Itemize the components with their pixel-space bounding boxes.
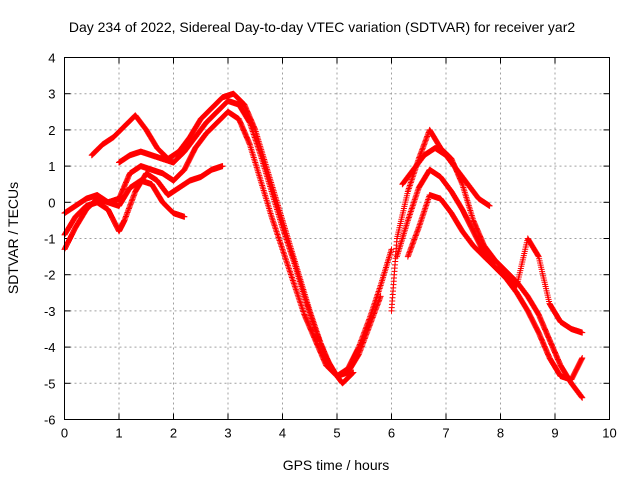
series-H	[399, 145, 493, 209]
y-tick-label: 3	[48, 87, 55, 102]
data-point	[486, 202, 493, 209]
series-G	[393, 166, 586, 383]
x-tick-label: 8	[497, 426, 504, 441]
x-axis-label: GPS time / hours	[283, 457, 390, 473]
y-tick-label: 1	[48, 159, 55, 174]
chart-title: Day 234 of 2022, Sidereal Day-to-day VTE…	[69, 19, 575, 35]
y-tick-label: 0	[48, 195, 55, 210]
y-tick-label: 4	[48, 51, 55, 66]
x-tick-label: 6	[388, 426, 395, 441]
data-point	[579, 394, 586, 401]
y-axis-label: SDTVAR / TECUs	[5, 182, 21, 294]
x-tick-label: 5	[333, 426, 340, 441]
series-B	[61, 163, 226, 238]
y-tick-label: -2	[44, 268, 56, 283]
data-point	[579, 354, 586, 361]
data-point	[579, 329, 586, 336]
data-point	[350, 369, 357, 376]
y-tick-label: 2	[48, 123, 55, 138]
series-F	[388, 126, 586, 401]
y-tick-label: -3	[44, 304, 56, 319]
y-tick-label: -1	[44, 232, 56, 247]
x-tick-label: 3	[224, 426, 231, 441]
y-tick-label: -5	[44, 376, 56, 391]
data-marks	[61, 90, 586, 401]
plot-frame	[64, 57, 610, 420]
y-tick-label: -6	[44, 413, 56, 428]
x-tick-label: 1	[115, 426, 122, 441]
series-I	[404, 192, 586, 336]
x-tick-label: 9	[551, 426, 558, 441]
x-tick-label: 10	[602, 426, 616, 441]
series-E	[88, 90, 357, 387]
x-tick-label: 2	[170, 426, 177, 441]
tick-labels: 0 1 2 3 4 5 6 7 8 9 10 -6 -5 -4 -3 -2 -1 0 1 2 3 4	[44, 51, 617, 441]
y-tick-label: -4	[44, 340, 56, 355]
data-point	[388, 246, 395, 253]
data-point	[219, 163, 226, 170]
data-point	[181, 213, 188, 220]
series-C	[61, 108, 395, 380]
data-point	[377, 293, 384, 300]
x-tick-label: 7	[442, 426, 449, 441]
x-tick-label: 4	[279, 426, 286, 441]
grid-lines	[64, 57, 610, 420]
x-tick-label: 0	[61, 426, 68, 441]
